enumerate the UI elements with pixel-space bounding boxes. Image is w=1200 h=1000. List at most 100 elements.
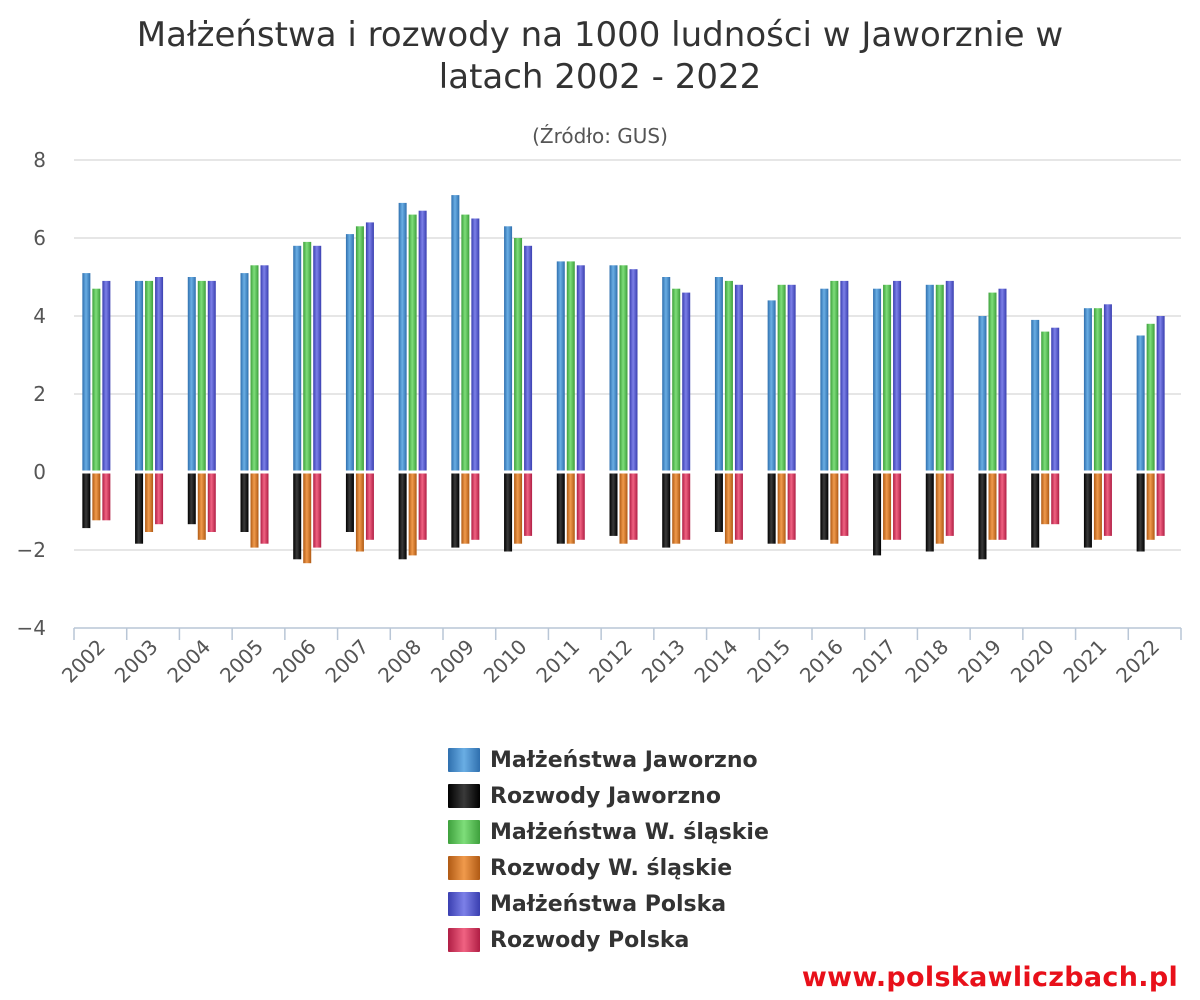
bar-rozwody-jaworzno-2014[interactable] xyxy=(714,473,723,533)
bar-ma-e-stwa-w-l-skie-2009[interactable] xyxy=(461,214,470,472)
bar-ma-e-stwa-polska-2004[interactable] xyxy=(207,280,216,472)
bar-rozwody-w-l-skie-2002[interactable] xyxy=(92,473,101,521)
bar-ma-e-stwa-w-l-skie-2004[interactable] xyxy=(197,280,206,472)
bar-rozwody-polska-2005[interactable] xyxy=(260,473,269,544)
bar-rozwody-polska-2010[interactable] xyxy=(524,473,533,536)
bar-rozwody-jaworzno-2018[interactable] xyxy=(925,473,934,552)
bar-rozwody-w-l-skie-2012[interactable] xyxy=(619,473,628,544)
legend-item-rozwody-jaworzno[interactable]: Rozwody Jaworzno xyxy=(448,778,769,814)
bar-rozwody-w-l-skie-2004[interactable] xyxy=(197,473,206,540)
bar-rozwody-jaworzno-2009[interactable] xyxy=(451,473,460,548)
bar-rozwody-polska-2018[interactable] xyxy=(945,473,954,536)
bar-ma-e-stwa-w-l-skie-2006[interactable] xyxy=(303,241,312,472)
bar-rozwody-w-l-skie-2011[interactable] xyxy=(566,473,575,544)
bar-rozwody-jaworzno-2004[interactable] xyxy=(187,473,196,525)
bar-rozwody-w-l-skie-2015[interactable] xyxy=(777,473,786,544)
bar-ma-e-stwa-jaworzno-2019[interactable] xyxy=(978,316,987,472)
bar-ma-e-stwa-jaworzno-2013[interactable] xyxy=(662,277,671,472)
bar-ma-e-stwa-polska-2015[interactable] xyxy=(787,284,796,472)
bar-ma-e-stwa-polska-2007[interactable] xyxy=(365,222,374,472)
bar-rozwody-jaworzno-2007[interactable] xyxy=(345,473,354,533)
bar-ma-e-stwa-polska-2006[interactable] xyxy=(313,245,322,472)
bar-ma-e-stwa-jaworzno-2006[interactable] xyxy=(293,245,302,472)
bar-rozwody-w-l-skie-2003[interactable] xyxy=(145,473,154,533)
bar-ma-e-stwa-jaworzno-2011[interactable] xyxy=(556,261,565,472)
legend[interactable]: Małżeństwa Jaworzno Rozwody Jaworzno Mał… xyxy=(448,742,769,958)
bar-ma-e-stwa-jaworzno-2008[interactable] xyxy=(398,202,407,472)
bar-rozwody-w-l-skie-2014[interactable] xyxy=(724,473,733,544)
bar-rozwody-w-l-skie-2019[interactable] xyxy=(988,473,997,540)
bar-ma-e-stwa-w-l-skie-2002[interactable] xyxy=(92,288,101,472)
bar-ma-e-stwa-jaworzno-2005[interactable] xyxy=(240,273,249,472)
bar-rozwody-jaworzno-2012[interactable] xyxy=(609,473,618,536)
bar-rozwody-polska-2015[interactable] xyxy=(787,473,796,540)
bar-rozwody-w-l-skie-2021[interactable] xyxy=(1093,473,1102,540)
bar-rozwody-polska-2021[interactable] xyxy=(1103,473,1112,536)
bar-ma-e-stwa-jaworzno-2016[interactable] xyxy=(820,288,829,472)
bar-ma-e-stwa-polska-2005[interactable] xyxy=(260,265,269,472)
bar-rozwody-jaworzno-2011[interactable] xyxy=(556,473,565,544)
bar-rozwody-w-l-skie-2016[interactable] xyxy=(830,473,839,544)
bar-rozwody-w-l-skie-2017[interactable] xyxy=(883,473,892,540)
bar-ma-e-stwa-w-l-skie-2003[interactable] xyxy=(145,280,154,472)
bar-ma-e-stwa-polska-2012[interactable] xyxy=(629,269,638,472)
bar-ma-e-stwa-polska-2003[interactable] xyxy=(155,277,164,472)
bar-ma-e-stwa-w-l-skie-2014[interactable] xyxy=(724,280,733,472)
bar-ma-e-stwa-jaworzno-2017[interactable] xyxy=(873,288,882,472)
bar-ma-e-stwa-polska-2014[interactable] xyxy=(734,284,743,472)
bar-ma-e-stwa-jaworzno-2012[interactable] xyxy=(609,265,618,472)
bar-ma-e-stwa-polska-2008[interactable] xyxy=(418,210,427,472)
bar-rozwody-jaworzno-2013[interactable] xyxy=(662,473,671,548)
bar-ma-e-stwa-w-l-skie-2016[interactable] xyxy=(830,280,839,472)
bar-ma-e-stwa-w-l-skie-2020[interactable] xyxy=(1041,331,1050,472)
bar-rozwody-w-l-skie-2022[interactable] xyxy=(1146,473,1155,540)
bar-rozwody-w-l-skie-2008[interactable] xyxy=(408,473,417,556)
bar-ma-e-stwa-w-l-skie-2019[interactable] xyxy=(988,292,997,472)
bar-ma-e-stwa-polska-2016[interactable] xyxy=(840,280,849,472)
bar-ma-e-stwa-w-l-skie-2005[interactable] xyxy=(250,265,259,472)
bar-rozwody-jaworzno-2017[interactable] xyxy=(873,473,882,556)
legend-item-malzenstwa-polska[interactable]: Małżeństwa Polska xyxy=(448,886,769,922)
bar-rozwody-polska-2012[interactable] xyxy=(629,473,638,540)
bar-rozwody-w-l-skie-2009[interactable] xyxy=(461,473,470,544)
bar-ma-e-stwa-polska-2010[interactable] xyxy=(524,245,533,472)
bar-ma-e-stwa-w-l-skie-2012[interactable] xyxy=(619,265,628,472)
bar-rozwody-polska-2011[interactable] xyxy=(576,473,585,540)
bar-rozwody-jaworzno-2022[interactable] xyxy=(1136,473,1145,552)
bar-ma-e-stwa-polska-2022[interactable] xyxy=(1156,316,1165,472)
bar-ma-e-stwa-jaworzno-2007[interactable] xyxy=(345,234,354,472)
bar-ma-e-stwa-jaworzno-2004[interactable] xyxy=(187,277,196,472)
bar-ma-e-stwa-jaworzno-2015[interactable] xyxy=(767,300,776,472)
bar-ma-e-stwa-w-l-skie-2021[interactable] xyxy=(1093,308,1102,472)
bar-ma-e-stwa-polska-2017[interactable] xyxy=(893,280,902,472)
bar-rozwody-jaworzno-2019[interactable] xyxy=(978,473,987,560)
bar-rozwody-jaworzno-2006[interactable] xyxy=(293,473,302,560)
bar-ma-e-stwa-polska-2019[interactable] xyxy=(998,288,1007,472)
bar-rozwody-polska-2019[interactable] xyxy=(998,473,1007,540)
bar-rozwody-w-l-skie-2006[interactable] xyxy=(303,473,312,564)
legend-item-malzenstwa-jaworzno[interactable]: Małżeństwa Jaworzno xyxy=(448,742,769,778)
bar-ma-e-stwa-jaworzno-2021[interactable] xyxy=(1083,308,1092,472)
bar-ma-e-stwa-jaworzno-2022[interactable] xyxy=(1136,335,1145,473)
bar-ma-e-stwa-w-l-skie-2010[interactable] xyxy=(514,238,523,472)
bar-ma-e-stwa-w-l-skie-2022[interactable] xyxy=(1146,323,1155,472)
bar-ma-e-stwa-w-l-skie-2011[interactable] xyxy=(566,261,575,472)
bar-rozwody-w-l-skie-2013[interactable] xyxy=(672,473,681,544)
bar-rozwody-polska-2006[interactable] xyxy=(313,473,322,548)
bar-ma-e-stwa-polska-2020[interactable] xyxy=(1051,327,1060,472)
bar-ma-e-stwa-jaworzno-2003[interactable] xyxy=(135,280,144,472)
bar-ma-e-stwa-polska-2002[interactable] xyxy=(102,280,111,472)
bar-rozwody-polska-2017[interactable] xyxy=(893,473,902,540)
bar-ma-e-stwa-jaworzno-2018[interactable] xyxy=(925,284,934,472)
bar-rozwody-jaworzno-2016[interactable] xyxy=(820,473,829,540)
bar-ma-e-stwa-w-l-skie-2017[interactable] xyxy=(883,284,892,472)
bar-ma-e-stwa-polska-2011[interactable] xyxy=(576,265,585,472)
bar-rozwody-jaworzno-2008[interactable] xyxy=(398,473,407,560)
bar-rozwody-polska-2020[interactable] xyxy=(1051,473,1060,525)
bar-rozwody-polska-2013[interactable] xyxy=(682,473,691,540)
legend-item-rozwody-polska[interactable]: Rozwody Polska xyxy=(448,922,769,958)
bar-rozwody-polska-2008[interactable] xyxy=(418,473,427,540)
bar-rozwody-w-l-skie-2020[interactable] xyxy=(1041,473,1050,525)
bar-rozwody-polska-2022[interactable] xyxy=(1156,473,1165,536)
bar-ma-e-stwa-jaworzno-2020[interactable] xyxy=(1031,319,1040,472)
